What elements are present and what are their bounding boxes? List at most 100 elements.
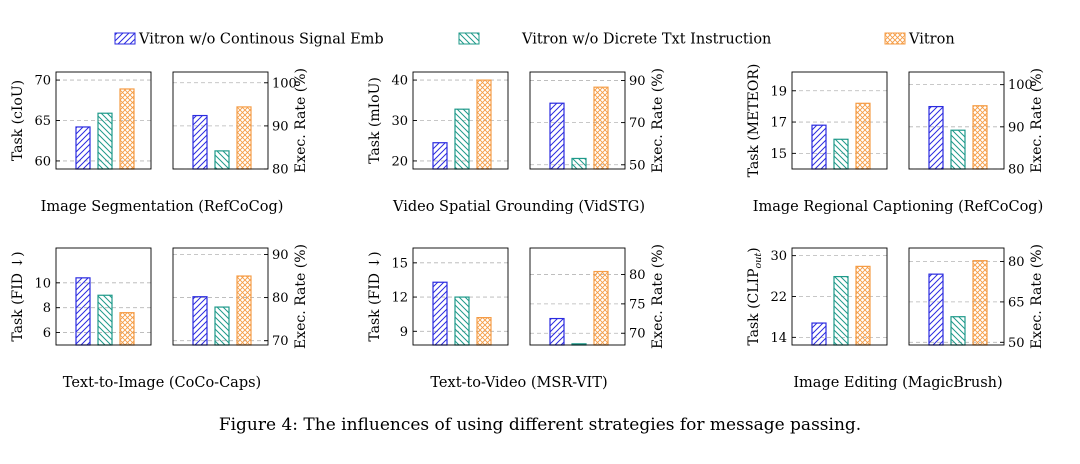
bar-task-continous — [811, 322, 827, 346]
tick-label: 70 — [34, 74, 51, 89]
chart-1: 20 30 40 Task (mIoU) 50 70 90 Exec. Rate (%) Vid… — [367, 68, 666, 215]
tick-label: 17 — [770, 116, 787, 131]
bar-task-continous — [811, 124, 827, 170]
axis-label-text: Task (FID ↓) — [10, 251, 26, 341]
bar-task-vitron — [476, 79, 492, 170]
tick-label: 60 — [34, 154, 51, 169]
tick-label: 19 — [770, 84, 787, 99]
bar-task-vitron — [855, 102, 871, 170]
task-axis-label: Task (mIoU) — [367, 77, 383, 164]
task-axis-label: Task (METEOR) — [746, 64, 762, 178]
task-axis-label: Task (FID ↓) — [367, 251, 383, 341]
bar-exec-continous — [192, 114, 208, 170]
bar-task-dicrete — [833, 138, 849, 170]
bar-exec-dicrete — [950, 316, 966, 346]
bar-task-dicrete — [454, 296, 470, 346]
axis-label-end: ) — [746, 247, 762, 252]
tick-label: 90 — [272, 119, 289, 134]
chart-5-exec-panel: 50 65 80 Exec. Rate (%) — [908, 244, 1045, 351]
legend-label-dicrete: Vitron w/o Dicrete Txt Instruction — [521, 32, 771, 48]
bar-task-vitron — [855, 265, 871, 346]
chart-caption: Text-to-Image (CoCo-Caps) — [63, 375, 261, 391]
bar-exec-dicrete — [571, 157, 587, 170]
bar-exec-vitron — [593, 86, 609, 170]
task-axis-label: Task (FID ↓) — [10, 251, 26, 341]
bar-task-vitron — [119, 312, 135, 346]
tick-label: 70 — [629, 116, 646, 131]
task-axis-label: Task (cIoU) — [10, 80, 26, 161]
bar-task-continous — [75, 126, 91, 170]
bar-task-dicrete — [97, 112, 113, 170]
tick-label: 50 — [629, 158, 646, 173]
task-axis-label: Task (CLIPout) — [746, 247, 764, 345]
axis-label-text: Task (mIoU) — [367, 77, 383, 164]
bar-task-dicrete — [833, 275, 849, 346]
chart-4: 9 12 15 Task (FID ↓) 70 75 80 Exec. Rate (%) Tex… — [367, 244, 666, 391]
tick-label: 22 — [770, 290, 787, 305]
tick-label: 10 — [34, 276, 51, 291]
axis-label-text: Exec. Rate (%) — [650, 68, 666, 173]
exec-axis-label: Exec. Rate (%) — [1029, 68, 1045, 173]
plot-frame — [412, 247, 509, 346]
bar-task-vitron — [476, 317, 492, 346]
exec-axis-label: Exec. Rate (%) — [293, 68, 309, 173]
tick-label: 12 — [391, 291, 408, 306]
bar-exec-dicrete — [214, 306, 230, 346]
exec-axis-label: Exec. Rate (%) — [1029, 244, 1045, 349]
tick-label: 14 — [770, 331, 787, 346]
axis-label-text: Exec. Rate (%) — [1029, 244, 1045, 349]
legend: Vitron w/o Continous Signal Emb Vitron w… — [114, 32, 955, 48]
plot-frame — [908, 247, 1005, 346]
bar-task-continous — [75, 277, 91, 346]
bar-exec-vitron — [236, 275, 252, 346]
legend-swatch-vitron — [884, 32, 906, 45]
axis-label-text: Task (METEOR) — [746, 64, 762, 178]
plot-frame — [172, 71, 269, 170]
chart-3: 6 8 10 Task (FID ↓) 70 80 90 Exec. Rate (%) Text… — [10, 244, 309, 391]
axis-label-text: Task (cIoU) — [10, 80, 26, 161]
axis-label-text: Task (FID ↓) — [367, 251, 383, 341]
bar-exec-vitron — [236, 106, 252, 170]
bar-exec-continous — [549, 102, 565, 170]
tick-label: 65 — [34, 114, 51, 129]
tick-label: 80 — [272, 163, 289, 178]
tick-label: 100 — [272, 76, 297, 91]
legend-label-vitron: Vitron — [908, 32, 955, 48]
chart-1-task-panel: 20 30 40 Task (mIoU) — [367, 71, 509, 170]
tick-label: 80 — [629, 268, 646, 283]
bar-task-dicrete — [454, 108, 470, 170]
chart-0-task-panel: 60 65 70 Task (cIoU) — [10, 71, 152, 170]
bar-exec-dicrete — [214, 150, 230, 170]
tick-label: 90 — [629, 74, 646, 89]
axis-label-text: Exec. Rate (%) — [650, 244, 666, 349]
axis-label-text: Exec. Rate (%) — [293, 68, 309, 173]
bar-exec-continous — [928, 105, 944, 170]
exec-axis-label: Exec. Rate (%) — [650, 68, 666, 173]
legend-label-continous: Vitron w/o Continous Signal Emb — [138, 32, 384, 48]
chart-2-task-panel: 15 17 19 Task (METEOR) — [746, 64, 888, 178]
tick-label: 30 — [391, 114, 408, 129]
legend-swatch-dicrete — [458, 32, 480, 45]
bar-exec-continous — [549, 317, 565, 346]
axis-label-text: Exec. Rate (%) — [293, 244, 309, 349]
tick-label: 80 — [1008, 163, 1025, 178]
tick-label: 9 — [400, 325, 408, 340]
chart-caption: Video Spatial Grounding (VidSTG) — [392, 199, 645, 215]
chart-3-exec-panel: 70 80 90 Exec. Rate (%) — [172, 244, 309, 349]
plot-frame — [172, 247, 269, 346]
bar-exec-dicrete — [950, 129, 966, 170]
tick-label: 40 — [391, 74, 408, 89]
chart-5-task-panel: 14 22 30 Task (CLIPout) — [746, 247, 888, 346]
chart-caption: Image Regional Captioning (RefCoCog) — [753, 199, 1044, 215]
axis-label-text: Task (CLIP — [746, 268, 762, 345]
legend-swatch-continous — [114, 32, 136, 45]
bar-exec-continous — [192, 296, 208, 346]
tick-label: 70 — [629, 327, 646, 342]
chart-3-task-panel: 6 8 10 Task (FID ↓) — [10, 247, 152, 346]
axis-label-text: Exec. Rate (%) — [1029, 68, 1045, 173]
tick-label: 6 — [43, 326, 51, 341]
